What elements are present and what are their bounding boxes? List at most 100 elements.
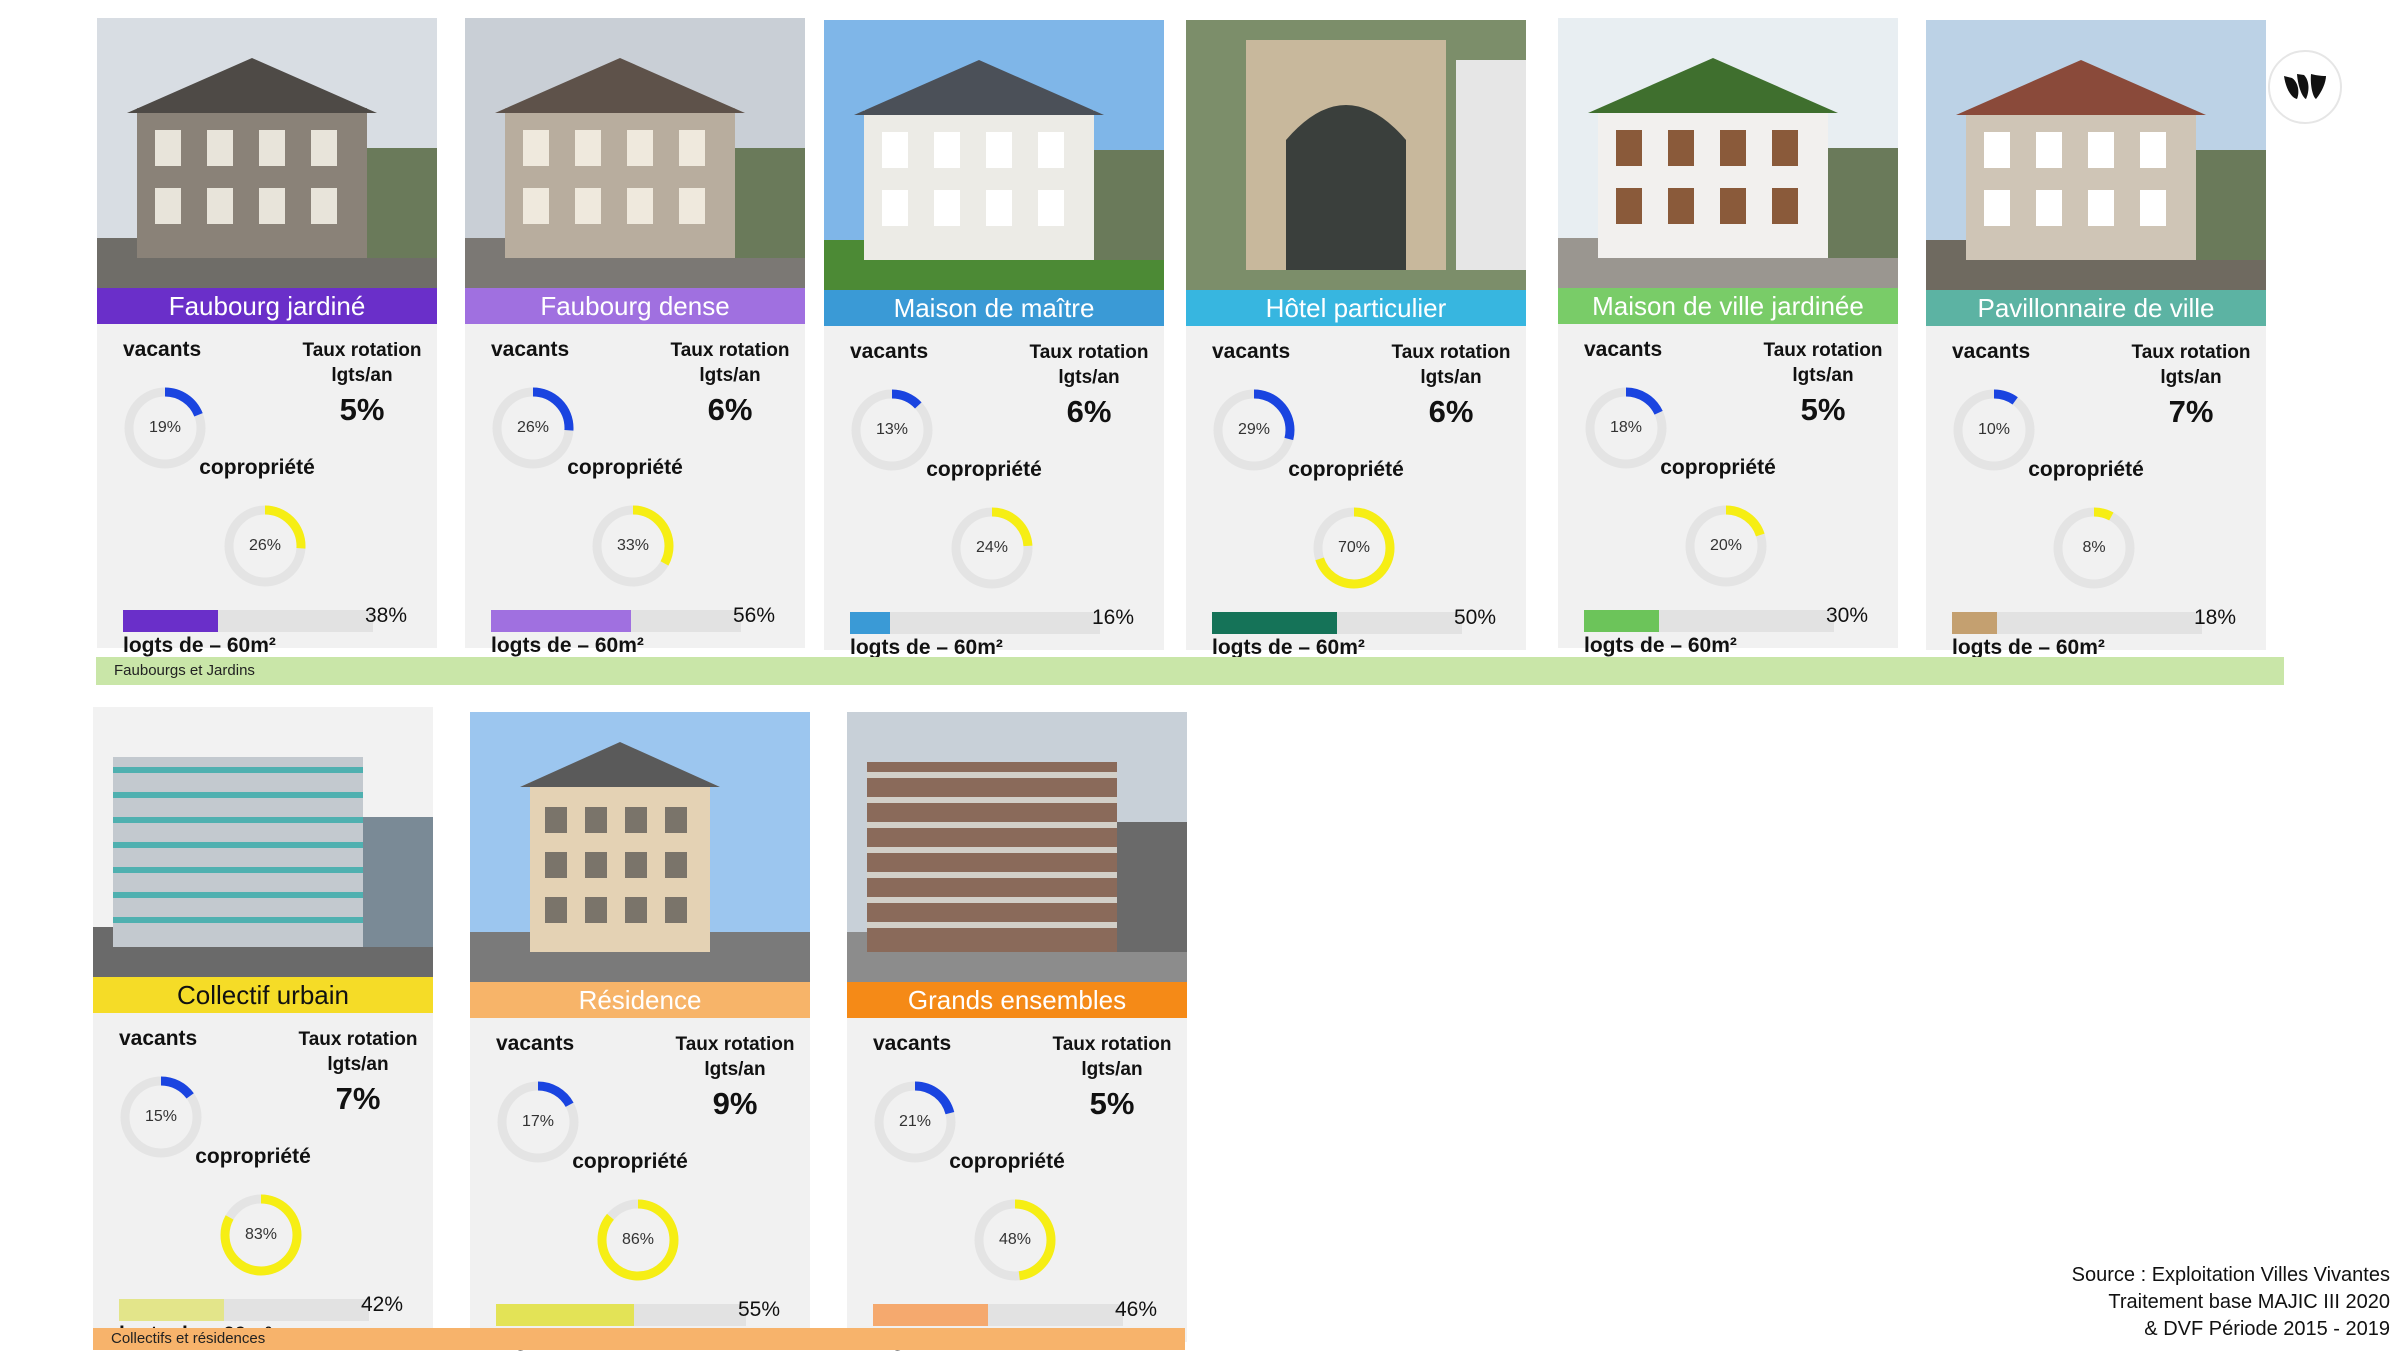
copro-label: copropriété: [195, 1145, 311, 1168]
group-label: Faubourgs et Jardins: [114, 662, 255, 679]
small-housing-bar-track: [123, 610, 373, 632]
rotation-label-line: Taux rotation: [1029, 342, 1149, 363]
vacants-donut-ring: [1585, 387, 1667, 469]
copro-label: copropriété: [926, 458, 1042, 481]
building-photo: [470, 712, 810, 982]
typology-title: Hôtel particulier: [1186, 290, 1526, 326]
rotation-label: Taux rotation lgts/an: [1748, 338, 1898, 388]
small-housing-value: 46%: [1114, 1298, 1157, 1321]
rotation-label-line: Taux rotation: [1763, 340, 1883, 361]
small-housing-label: logts de – 60m²: [1212, 636, 1365, 659]
small-housing-value: 38%: [364, 604, 407, 627]
copro-donut: 26%: [221, 502, 309, 590]
copro-donut: 8%: [2050, 504, 2138, 592]
copro-donut-arc: [224, 505, 306, 587]
small-housing-label: logts de – 60m²: [123, 634, 276, 657]
rotation-label-line: lgts/an: [704, 1059, 766, 1080]
vacants-donut: 29%: [1210, 386, 1298, 474]
vacants-label: vacants: [1584, 338, 1663, 361]
vacants-donut-value: 18%: [1609, 419, 1643, 436]
rotation-label-line: lgts/an: [331, 365, 393, 386]
typology-title: Maison de ville jardinée: [1558, 288, 1898, 324]
building-photo: [824, 20, 1164, 290]
typology-title: Maison de maître: [824, 290, 1164, 326]
copro-donut-ring: [224, 505, 306, 587]
copro-donut: 33%: [589, 502, 677, 590]
copro-label: copropriété: [1660, 456, 1776, 479]
small-housing-label: logts de – 60m²: [1952, 636, 2105, 659]
rotation-label: Taux rotation lgts/an: [1376, 340, 1526, 390]
copro-donut-value: 86%: [621, 1231, 655, 1248]
rotation-value: 6%: [707, 392, 753, 427]
vacants-donut: 21%: [871, 1078, 959, 1166]
vacants-donut-value: 21%: [898, 1113, 932, 1130]
source-note: Source : Exploitation Villes Vivantes Tr…: [2072, 1262, 2390, 1343]
rotation-label-line: lgts/an: [1420, 367, 1482, 388]
building-photo: [93, 707, 433, 977]
small-housing-value: 42%: [360, 1293, 403, 1316]
building-photo: [1926, 20, 2266, 290]
vacants-label: vacants: [491, 338, 570, 361]
rotation-label-line: Taux rotation: [302, 340, 422, 361]
rotation-label-line: Taux rotation: [298, 1029, 418, 1050]
vacants-donut-arc: [492, 387, 574, 469]
vacants-label: vacants: [496, 1032, 575, 1055]
copro-donut: 20%: [1682, 502, 1770, 590]
copro-donut-arc: [974, 1199, 1056, 1281]
rotation-value: 5%: [339, 392, 385, 427]
building-photo: [1558, 18, 1898, 288]
small-housing-value: 56%: [732, 604, 775, 627]
card-faubourg-dense: Faubourg dense vacants 26% Taux rotation lgt…: [465, 18, 805, 657]
rotation-label-line: lgts/an: [2160, 367, 2222, 388]
copro-donut-value: 48%: [998, 1231, 1032, 1248]
copro-donut: 24%: [948, 504, 1036, 592]
card-maison-de-ville-jardinee: Maison de ville jardinée vacants 18% Taux r…: [1558, 18, 1898, 657]
villes-vivantes-logo-icon: [2268, 50, 2342, 124]
small-housing-bar-track: [496, 1304, 746, 1326]
copro-donut-ring: [1685, 505, 1767, 587]
small-housing-bar-track: [873, 1304, 1123, 1326]
vacants-donut-value: 29%: [1237, 421, 1271, 438]
card-residence: Résidence vacants 17% Taux rotation lgts/an 9…: [470, 712, 810, 1351]
vacants-donut: 13%: [848, 386, 936, 474]
copro-donut-ring: [974, 1199, 1056, 1281]
card-grands-ensembles: Grands ensembles vacants 21% Taux rotation l…: [847, 712, 1187, 1351]
vacants-label: vacants: [123, 338, 202, 361]
small-housing-label: logts de – 60m²: [1584, 634, 1737, 657]
building-photo: [97, 18, 437, 288]
rotation-label: Taux rotation lgts/an: [287, 338, 437, 388]
vacants-donut-ring: [1953, 389, 2035, 471]
copro-donut-value: 8%: [2082, 539, 2106, 556]
typology-title: Grands ensembles: [847, 982, 1187, 1018]
rotation-label: Taux rotation lgts/an: [660, 1032, 810, 1082]
rotation-value: 7%: [2168, 394, 2214, 429]
small-housing-bar-fill: [873, 1304, 988, 1326]
copro-donut: 86%: [594, 1196, 682, 1284]
typology-title: Collectif urbain: [93, 977, 433, 1013]
vacants-donut-ring: [497, 1081, 579, 1163]
copro-donut: 83%: [217, 1191, 305, 1279]
vacants-donut: 17%: [494, 1078, 582, 1166]
card-hotel-particulier: Hôtel particulier vacants 29% Taux rotation…: [1186, 20, 1526, 659]
copro-donut-value: 20%: [1709, 537, 1743, 554]
vacants-donut-value: 15%: [144, 1108, 178, 1125]
vacants-donut-ring: [1213, 389, 1295, 471]
building-photo: [847, 712, 1187, 982]
rotation-value: 6%: [1066, 394, 1112, 429]
rotation-label: Taux rotation lgts/an: [1014, 340, 1164, 390]
small-housing-value: 50%: [1453, 606, 1496, 629]
rotation-label-line: Taux rotation: [2131, 342, 2251, 363]
copro-donut-ring: [1313, 507, 1395, 589]
small-housing-bar-track: [1212, 612, 1462, 634]
small-housing-value: 18%: [2193, 606, 2236, 629]
building-photo: [1186, 20, 1526, 290]
small-housing-bar-track: [119, 1299, 369, 1321]
vacants-donut: 10%: [1950, 386, 2038, 474]
rotation-label-line: lgts/an: [327, 1054, 389, 1075]
rotation-label: Taux rotation lgts/an: [2116, 340, 2266, 390]
copro-donut-value: 26%: [248, 537, 282, 554]
typology-title: Pavillonnaire de ville: [1926, 290, 2266, 326]
small-housing-value: 55%: [737, 1298, 780, 1321]
vacants-donut-arc: [124, 387, 206, 469]
copro-donut-value: 83%: [244, 1226, 278, 1243]
